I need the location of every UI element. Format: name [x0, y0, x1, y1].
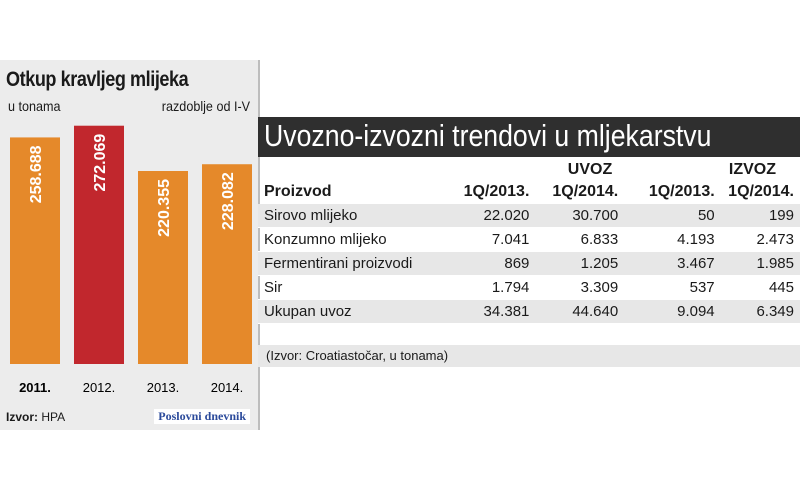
- source-value: HPA: [41, 410, 66, 424]
- product-name: Ukupan uvoz: [258, 299, 439, 324]
- export-2014-value: 199: [714, 204, 800, 228]
- milk-purchase-panel: Otkup kravljeg mlijeka u tonama razdoblj…: [0, 60, 260, 430]
- x-tick-label: 2013.: [147, 380, 180, 395]
- export-2013-value: 4.193: [618, 227, 715, 252]
- export-2014-value: 6.349: [714, 299, 800, 324]
- bar-chart: 258.688 2011. 272.069 2012. 220.355 2013. 228.…: [10, 125, 252, 395]
- group-header-row: UVOZ IZVOZ: [258, 160, 800, 180]
- brand-logo: Poslovni dnevnik: [154, 409, 250, 424]
- table-row: Sir 1.794 3.309 537 445: [258, 275, 800, 300]
- bar-value-label: 220.355: [156, 179, 173, 237]
- import-2014-value: 44.640: [529, 299, 619, 324]
- table-row: Sirovo mlijeko 22.020 30.700 50 199: [258, 204, 800, 228]
- col-header-import-2014: 1Q/2014.: [552, 183, 619, 200]
- period-label: razdoblje od I-V: [161, 98, 250, 114]
- bar-2011: [10, 137, 60, 364]
- export-2013-value: 3.467: [618, 251, 715, 276]
- bar-value-label: 228.082: [220, 172, 237, 230]
- table-source: (Izvor: Croatiastočar, u tonama): [258, 345, 800, 367]
- import-2014-value: 1.205: [529, 251, 619, 276]
- empty-header: [258, 160, 439, 180]
- product-name: Sirovo mlijeko: [258, 204, 439, 228]
- export-2013-value: 9.094: [618, 299, 715, 324]
- import-2013-value: 34.381: [438, 299, 530, 324]
- product-name: Sir: [258, 275, 439, 300]
- export-2014-value: 1.985: [714, 251, 800, 276]
- bar-2014: [202, 164, 252, 364]
- import-2014-value: 3.309: [529, 275, 619, 300]
- x-tick-label: 2011.: [19, 380, 51, 395]
- table-title: Uvozno-izvozni trendovi u mljekarstvu: [264, 118, 712, 153]
- col-header-export-2013: 1Q/2013.: [648, 183, 715, 200]
- export-2014-value: 445: [714, 275, 800, 300]
- import-group-header: UVOZ: [567, 161, 613, 178]
- table-row: Ukupan uvoz 34.381 44.640 9.094 6.349: [258, 299, 800, 324]
- table-title-bar: Uvozno-izvozni trendovi u mljekarstvu: [258, 117, 800, 157]
- import-2013-value: 7.041: [438, 227, 530, 252]
- export-2013-value: 50: [618, 204, 715, 228]
- chart-source: Izvor: HPA: [6, 410, 65, 424]
- import-2013-value: 22.020: [438, 204, 530, 228]
- bar-2012: [74, 125, 124, 365]
- trade-table: UVOZ IZVOZ Proizvod 1Q/2013. 1Q/2014. 1Q…: [258, 160, 800, 324]
- import-2013-value: 869: [438, 251, 530, 276]
- bar-2013: [138, 170, 188, 364]
- bar-value-label: 258.688: [28, 145, 45, 203]
- col-header-product: Proizvod: [264, 183, 332, 200]
- export-2014-value: 2.473: [714, 227, 800, 252]
- export-2013-value: 537: [618, 275, 715, 300]
- unit-label: u tonama: [8, 98, 61, 114]
- table-row: Konzumno mlijeko 7.041 6.833 4.193 2.473: [258, 227, 800, 252]
- product-name: Konzumno mlijeko: [258, 227, 439, 252]
- col-header-import-2013: 1Q/2013.: [463, 183, 530, 200]
- product-name: Fermentirani proizvodi: [258, 251, 439, 276]
- col-header-export-2014: 1Q/2014.: [728, 183, 794, 200]
- import-2014-value: 6.833: [529, 227, 619, 252]
- import-2013-value: 1.794: [438, 275, 530, 300]
- x-tick-label: 2014.: [211, 380, 244, 395]
- export-group-header: IZVOZ: [728, 161, 776, 178]
- chart-title: Otkup kravljeg mlijeka: [6, 68, 189, 91]
- bar-value-label: 272.069: [92, 134, 109, 192]
- source-prefix: Izvor:: [6, 410, 39, 424]
- table-row: Fermentirani proizvodi 869 1.205 3.467 1…: [258, 251, 800, 276]
- import-2014-value: 30.700: [529, 204, 619, 228]
- column-header-row: Proizvod 1Q/2013. 1Q/2014. 1Q/2013. 1Q/2…: [258, 180, 800, 204]
- x-tick-label: 2012.: [83, 380, 116, 395]
